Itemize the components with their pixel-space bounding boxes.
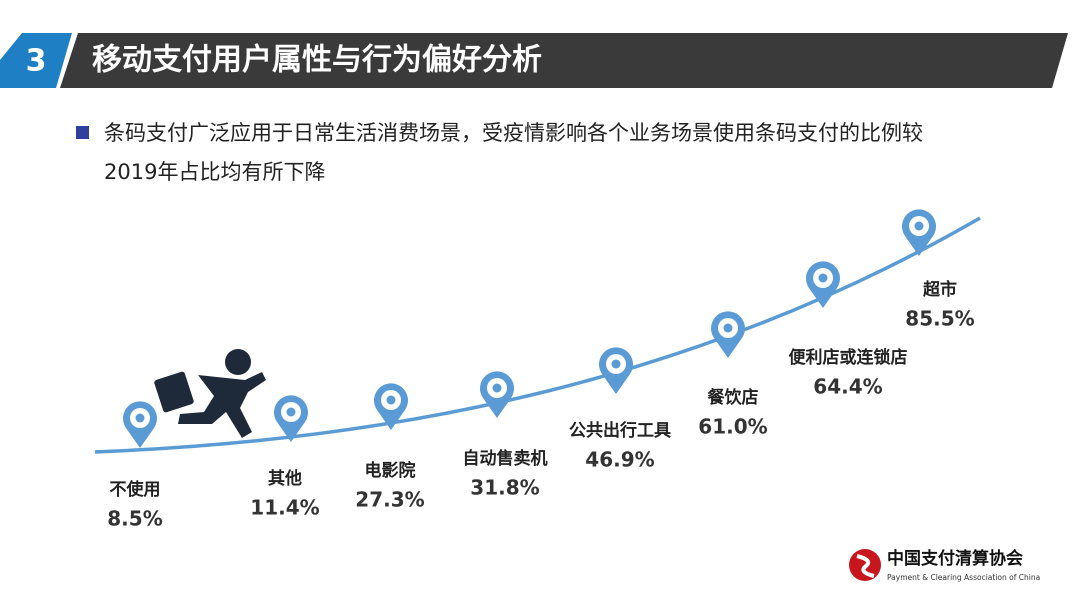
bullet-text: 2019年占比均有所下降 — [104, 160, 325, 184]
item-label: 公共出行工具 — [569, 420, 671, 441]
item-label: 餐饮店 — [708, 387, 759, 408]
pin-dot — [914, 221, 924, 231]
item-label: 自动售卖机 — [463, 448, 548, 469]
pin-dot — [818, 273, 828, 283]
item-value: 27.3% — [355, 488, 424, 512]
logo-mark — [856, 554, 875, 578]
header-number: 3 — [26, 44, 47, 79]
pin-dot — [492, 383, 502, 393]
logo-name: 中国支付清算协会 — [887, 548, 1023, 569]
header-title: 移动支付用户属性与行为偏好分析 — [92, 43, 542, 78]
item-value: 85.5% — [905, 307, 974, 331]
item-label: 其他 — [268, 468, 302, 489]
item-label: 便利店或连锁店 — [789, 347, 908, 368]
bullet-square — [76, 126, 89, 139]
item-value: 46.9% — [585, 448, 654, 472]
item-label: 超市 — [923, 279, 957, 300]
pin-dot — [286, 407, 296, 417]
item-value: 64.4% — [813, 375, 882, 399]
item-label: 电影院 — [365, 460, 416, 481]
growth-curve — [94, 216, 981, 454]
logo: 中国支付清算协会 Payment & Clearing Association … — [849, 548, 1040, 582]
pin-dot — [386, 395, 396, 405]
item-value: 61.0% — [698, 415, 767, 439]
logo-subtitle: Payment & Clearing Association of China — [887, 573, 1040, 582]
pin-dot — [135, 413, 145, 423]
item-value: 11.4% — [250, 496, 319, 520]
header-bar — [60, 33, 1068, 88]
pin-dot — [611, 359, 621, 369]
item-value: 8.5% — [107, 507, 162, 531]
runner-icon — [154, 349, 266, 438]
header-number-box — [0, 33, 72, 88]
item-value: 31.8% — [470, 476, 539, 500]
pin-dot — [723, 323, 733, 333]
item-label: 不使用 — [110, 479, 161, 500]
bullet-text: 条码支付广泛应用于日常生活消费场景，受疫情影响各个业务场景使用条码支付的比例较 — [104, 121, 923, 145]
